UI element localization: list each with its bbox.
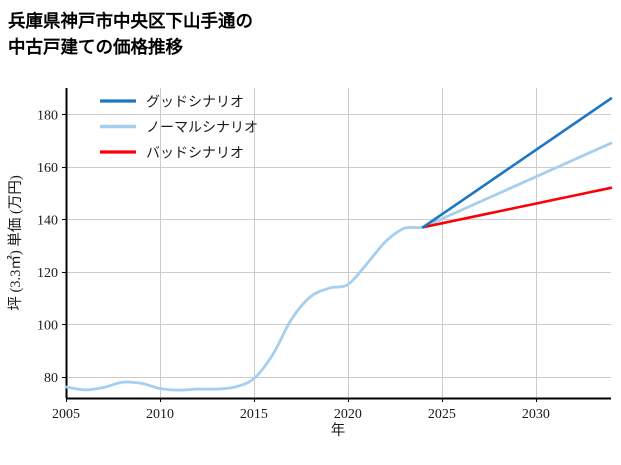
legend-label-1: ノーマルシナリオ — [146, 121, 258, 136]
x-tick-label: 2015 — [240, 407, 268, 422]
y-tick-label: 180 — [37, 108, 58, 123]
x-tick-label: 2005 — [52, 407, 80, 422]
x-tick-label: 2010 — [146, 407, 174, 422]
legend-label-0: グッドシナリオ — [146, 95, 244, 111]
tick-marks — [62, 113, 538, 402]
x-tick-label: 2025 — [428, 407, 456, 422]
data-series-group — [64, 97, 613, 392]
series-line-2 — [421, 186, 613, 229]
x-axis-tick-labels: 2005 2010 2015 2020 2025 2030 — [52, 407, 550, 422]
series-line-1 — [64, 141, 613, 392]
chart-title-line-2: 中古戸建ての価格推移 — [8, 37, 183, 57]
legend-label-2: バッドシナリオ — [146, 147, 244, 162]
y-tick-label: 160 — [37, 161, 58, 176]
x-tick-label: 2020 — [334, 407, 362, 422]
y-axis-tick-labels: 80 100 120 140 160 180 — [37, 108, 58, 386]
x-tick-label: 2030 — [522, 407, 550, 422]
x-axis-title: 年 — [331, 422, 346, 439]
y-tick-label: 140 — [37, 213, 58, 228]
plot-axes — [65, 88, 611, 400]
chart-title-line-1: 兵庫県神戸市中央区下山手通の — [8, 11, 253, 31]
y-tick-label: 120 — [37, 266, 58, 281]
y-tick-label: 80 — [44, 371, 58, 386]
series-line-0 — [421, 97, 613, 229]
y-tick-label: 100 — [37, 318, 58, 333]
gridlines — [66, 88, 611, 398]
y-axis-title: 坪 (3.3㎡) 単価 (万円) — [7, 175, 24, 310]
